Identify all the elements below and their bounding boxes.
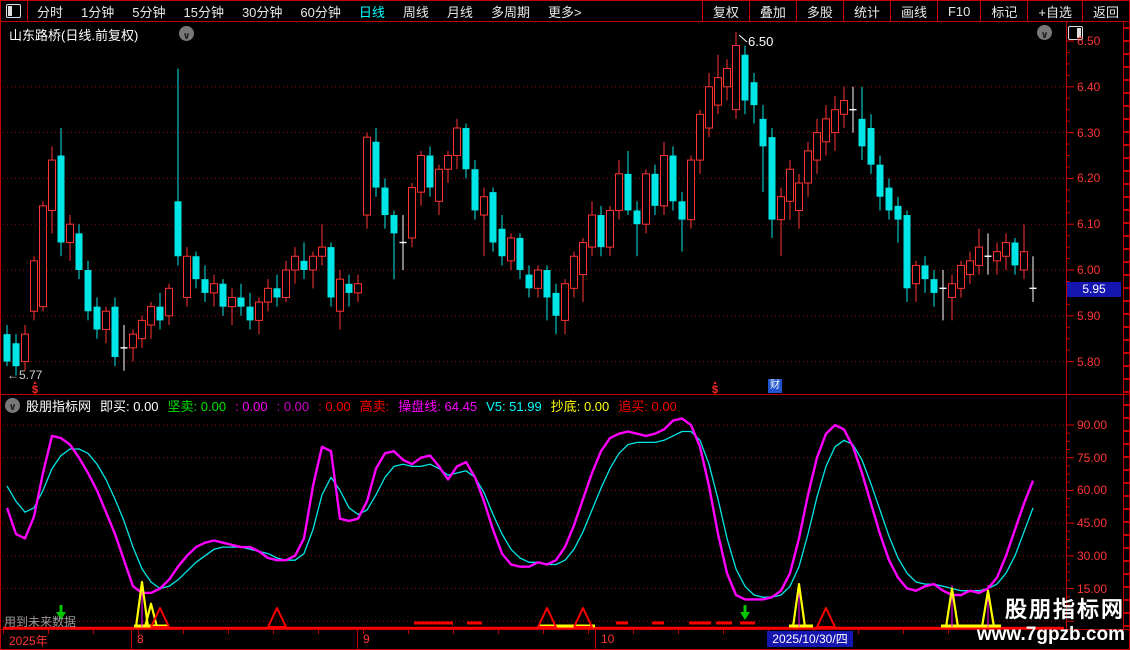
indicator-fields: 即买: 0.00 坚卖: 0.00 : 0.00 : 0.00 : 0.00 高卖: 操盘线… — [100, 396, 686, 415]
period-tab-15分钟[interactable]: 15分钟 — [183, 4, 224, 20]
toolbar-divider — [842, 1, 844, 21]
period-tab-周线[interactable]: 周线 — [402, 4, 429, 20]
indicator-axis-label: 90.00 — [1077, 418, 1108, 432]
finance-report-marker[interactable]: 财 — [768, 379, 782, 393]
toolbar-button-统计[interactable]: 统计 — [853, 4, 880, 20]
period-tab-分时[interactable]: 分时 — [37, 4, 64, 20]
toolbar-button-F10[interactable]: F10 — [947, 3, 971, 19]
toolbar-divider — [701, 1, 703, 21]
price-axis-label: 6.10 — [1077, 217, 1101, 232]
stock-title: 山东路桥(日线.前复权) — [9, 28, 139, 43]
toolbar-divider — [1081, 1, 1083, 21]
period-tab-60分钟[interactable]: 60分钟 — [300, 4, 341, 20]
price-low-label: ←5.77 — [7, 368, 43, 382]
panel-toggle-icon[interactable] — [1068, 26, 1083, 40]
toolbar-button-标记[interactable]: 标记 — [991, 4, 1018, 20]
price-axis-label: 6.20 — [1077, 171, 1101, 186]
datebar-top-border — [1, 629, 1129, 630]
toolbar-button-多股[interactable]: 多股 — [806, 4, 833, 20]
watermark-site-name: 股朋指标网 — [1004, 597, 1125, 622]
period-tabs: 分时 1分钟 5分钟 15分钟 30分钟 60分钟 日线 周线 月线 多周期 更多> — [28, 2, 591, 21]
toolbar-button-画线[interactable]: 画线 — [900, 4, 927, 20]
axis-left-border — [1066, 21, 1067, 629]
green-down-arrow — [56, 605, 66, 620]
indicator-field: : 0.00 — [235, 398, 268, 414]
toolbar-button-叠加[interactable]: 叠加 — [759, 4, 786, 20]
date-highlight: 2025/10/30/四 — [767, 631, 853, 647]
panel-toggle-icon[interactable] — [6, 4, 21, 18]
period-tab-更多>[interactable]: 更多> — [547, 4, 582, 20]
indicator-field: : 0.00 — [276, 398, 310, 414]
toolbar-buttons: 复权 叠加 多股 统计 画线 F10 标记 +自选 返回 — [701, 1, 1129, 21]
indicator-field: V5: 51.99 — [486, 398, 542, 414]
chevron-down-icon[interactable] — [5, 397, 20, 413]
indicator-field: : 0.00 — [318, 398, 351, 414]
indicator-field: 即买: 0.00 — [100, 398, 159, 414]
period-tab-30分钟[interactable]: 30分钟 — [241, 4, 283, 20]
price-axis-label: 5.90 — [1077, 308, 1101, 323]
date-axis: 2025年 8 9 10 — [1, 630, 1129, 649]
period-tab-多周期[interactable]: 多周期 — [490, 4, 530, 20]
right-tick-strip — [1124, 27, 1129, 627]
price-axis-label: 5.80 — [1077, 354, 1101, 369]
month-divider — [595, 630, 596, 649]
date-axis-ticks — [3, 630, 1065, 634]
toolbar-divider — [1027, 1, 1029, 21]
indicator-field: 坚卖: 0.00 — [167, 398, 227, 414]
watermark-url: www.7gpzb.com — [976, 624, 1125, 645]
month-divider — [131, 630, 132, 649]
date-axis-label: 9 — [363, 632, 370, 646]
toolbar-divider — [889, 1, 891, 21]
indicator-axis-label: 15.00 — [1077, 581, 1108, 596]
price-axis-label: 6.40 — [1077, 79, 1101, 94]
indicator-name: 股朋指标网 — [26, 398, 92, 414]
chevron-down-icon[interactable] — [179, 26, 194, 41]
toolbar-divider — [795, 1, 797, 21]
toolbar-divider — [27, 1, 28, 21]
indicator-axis-label: 75.00 — [1077, 450, 1108, 465]
indicator-field: 抄底: 0.00 — [550, 398, 610, 414]
indicator-header: 股朋指标网 即买: 0.00 坚卖: 0.00 : 0.00 : 0.00 : 0.00… — [5, 396, 686, 415]
green-down-arrow — [740, 605, 750, 620]
date-axis-label: 8 — [137, 632, 144, 646]
watermark: 股朋指标网 www.7gpzb.com — [977, 592, 1125, 646]
price-high-label: 6.50 — [748, 34, 774, 49]
toolbar-button-复权[interactable]: 复权 — [712, 4, 739, 20]
chevron-down-icon[interactable] — [1037, 25, 1052, 40]
indicator-axis-label: 60.00 — [1077, 483, 1108, 498]
indicator-field: 操盘线: 64.45 — [398, 398, 478, 414]
indicator-axis-label: 45.00 — [1077, 516, 1108, 531]
date-axis-label: 10 — [601, 632, 615, 646]
date-axis-label: 2025年 — [9, 634, 48, 648]
axis-right-border — [1123, 21, 1124, 629]
toolbar-bottom-border — [1, 21, 1129, 22]
price-axis-label: 6.50 — [1077, 34, 1101, 48]
indicator-field: 追买: 0.00 — [618, 398, 677, 414]
current-price-tag: 5.95 — [1067, 282, 1121, 297]
toolbar-divider — [936, 1, 938, 21]
period-tab-1分钟[interactable]: 1分钟 — [81, 4, 115, 20]
top-toolbar: 分时 1分钟 5分钟 15分钟 30分钟 60分钟 日线 周线 月线 多周期 更多> 复权 叠加 多股 统… — [1, 1, 1129, 21]
toolbar-divider — [980, 1, 982, 21]
pane-divider — [1, 394, 1129, 395]
toolbar-divider — [748, 1, 750, 21]
period-tab-月线[interactable]: 月线 — [446, 4, 473, 20]
month-divider — [357, 630, 358, 649]
indicator-axis-label: 30.00 — [1077, 548, 1108, 563]
dividend-marker[interactable]: $ — [712, 381, 718, 396]
dividend-marker[interactable]: $ — [32, 381, 38, 396]
future-data-note: 用到未来数据 — [4, 615, 77, 629]
toolbar-button-返回[interactable]: 返回 — [1092, 4, 1119, 20]
period-tab-5分钟[interactable]: 5分钟 — [132, 4, 166, 20]
toolbar-button-+自选[interactable]: +自选 — [1038, 4, 1072, 20]
price-axis-label: 6.00 — [1077, 263, 1101, 277]
price-axis-label: 6.30 — [1077, 125, 1101, 140]
indicator-field: 高卖: — [359, 398, 390, 414]
period-tab-日线[interactable]: 日线 — [358, 4, 385, 20]
